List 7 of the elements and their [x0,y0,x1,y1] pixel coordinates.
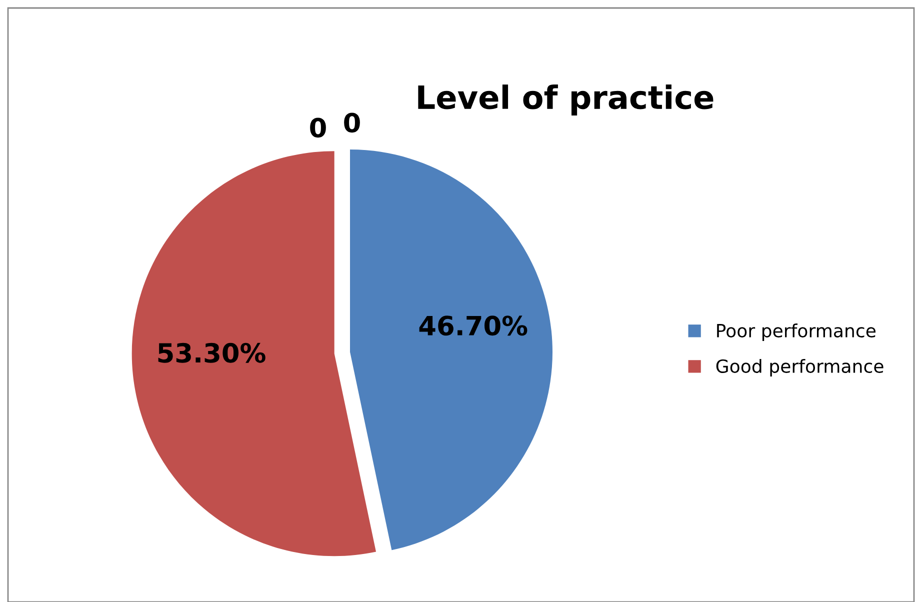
chart-title: Level of practice [418,84,714,116]
text: 0 [310,118,326,138]
data-label: 46.70% [419,316,528,336]
text: 0 [344,112,360,133]
legend-label: Poor performance [717,324,876,341]
data-label: 53.30% [158,342,266,363]
legend-label: Good performance [716,359,884,376]
